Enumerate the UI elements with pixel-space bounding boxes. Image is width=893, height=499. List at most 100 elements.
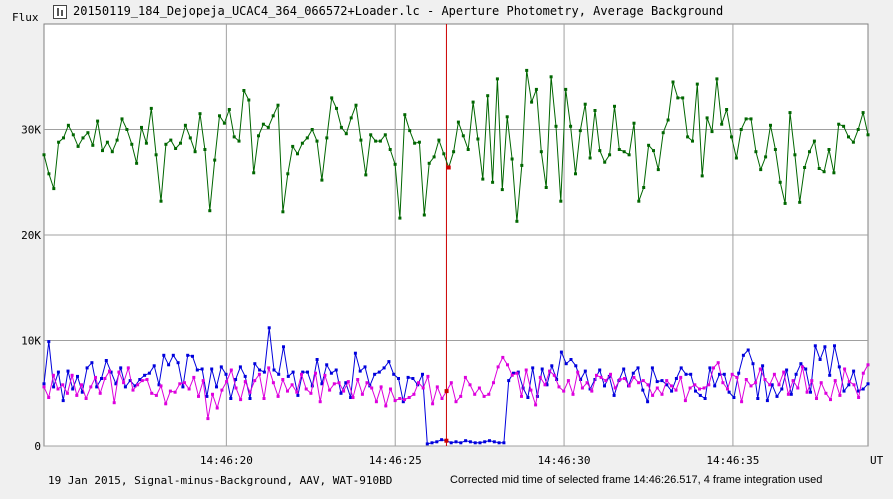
data-point (754, 150, 758, 154)
data-point (818, 358, 822, 361)
data-point (167, 363, 171, 367)
data-point (296, 393, 300, 397)
data-point (323, 373, 327, 377)
data-point (159, 384, 163, 388)
data-point (365, 381, 369, 385)
data-point (373, 372, 377, 376)
data-point (47, 172, 51, 176)
data-point (271, 381, 275, 385)
y-tick-label: 20K (21, 229, 41, 242)
data-point (200, 367, 204, 371)
data-point (135, 161, 139, 165)
data-point (815, 397, 818, 400)
data-point (164, 142, 168, 146)
data-point (325, 363, 329, 367)
data-point (103, 377, 107, 380)
data-point (520, 394, 523, 398)
data-point (290, 383, 294, 387)
data-point (843, 367, 847, 371)
data-point (306, 370, 309, 374)
data-point (707, 383, 711, 387)
data-point (684, 372, 688, 376)
data-point (769, 123, 772, 127)
data-point (780, 387, 784, 391)
data-point (440, 397, 444, 400)
data-point (713, 384, 717, 388)
data-point (646, 400, 650, 404)
data-point (140, 125, 143, 129)
data-point (809, 390, 812, 394)
data-point (277, 372, 281, 376)
data-point (751, 362, 755, 366)
data-point (426, 374, 430, 378)
data-point (119, 366, 123, 370)
data-point (492, 381, 495, 385)
data-point (374, 139, 378, 143)
data-point (243, 374, 247, 378)
data-point (432, 155, 436, 159)
data-point (666, 118, 670, 122)
data-point (191, 354, 194, 358)
data-point (646, 383, 650, 387)
data-point (819, 381, 823, 385)
data-point (564, 362, 568, 366)
data-point (109, 370, 113, 374)
data-point (655, 380, 659, 384)
data-point (833, 379, 837, 383)
data-point (669, 384, 673, 388)
data-point (169, 138, 173, 142)
data-point (266, 125, 270, 129)
data-point (398, 216, 402, 220)
data-point (856, 128, 860, 131)
data-point (791, 379, 795, 383)
data-point (339, 125, 343, 129)
data-point (481, 177, 485, 181)
data-point (388, 148, 392, 151)
data-point (482, 394, 486, 398)
data-point (267, 366, 271, 370)
data-point (574, 172, 577, 176)
data-point (80, 390, 84, 394)
data-point (789, 392, 793, 396)
lightcurve-icon[interactable] (53, 5, 67, 19)
data-point (296, 152, 299, 156)
data-point (210, 367, 214, 371)
data-point (847, 380, 851, 384)
data-point (545, 383, 549, 387)
data-point (86, 131, 90, 135)
data-point (578, 129, 582, 133)
data-point (197, 394, 200, 398)
data-point (258, 368, 262, 372)
data-point (173, 390, 177, 394)
data-point (422, 213, 426, 217)
data-point (715, 77, 719, 81)
data-point (534, 87, 538, 91)
data-point (555, 378, 559, 381)
data-point (641, 388, 645, 392)
data-point (203, 148, 207, 151)
data-point (777, 383, 781, 387)
data-point (320, 382, 324, 386)
data-point (133, 384, 137, 388)
data-point (227, 108, 231, 111)
data-point (764, 155, 768, 159)
data-point (861, 111, 865, 115)
data-point (574, 364, 578, 368)
data-point (66, 369, 70, 373)
data-point (247, 98, 251, 102)
x-tick-label: 14:46:25 (369, 454, 422, 467)
data-point (456, 120, 460, 124)
data-point (334, 368, 338, 372)
data-point (168, 389, 172, 393)
data-point (557, 385, 561, 389)
data-point (674, 388, 678, 392)
data-point (566, 379, 570, 383)
data-point (105, 140, 109, 144)
data-point (507, 379, 511, 383)
data-point (694, 389, 697, 393)
data-point (325, 136, 329, 140)
data-point (739, 128, 743, 131)
data-point (744, 117, 748, 121)
data-point (115, 138, 119, 142)
